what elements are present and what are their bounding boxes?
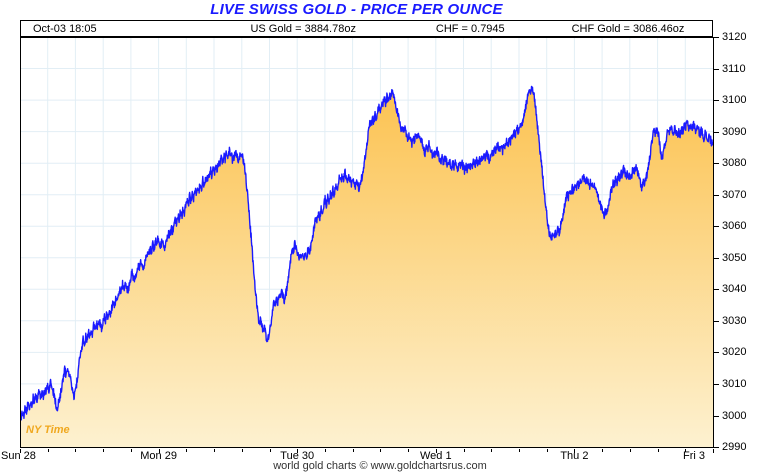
header-info-strip: Oct-03 18:05 US Gold = 3884.78oz CHF = 0… bbox=[20, 20, 713, 37]
y-axis-label: 3090 bbox=[722, 125, 747, 138]
x-axis-minor-tick bbox=[324, 449, 326, 452]
x-axis-minor-tick bbox=[657, 449, 659, 452]
plot-border-left bbox=[20, 37, 21, 448]
y-axis-tick bbox=[714, 257, 719, 259]
y-axis-labels: 3120 3110 3100 3090 3080 3070 3060 3050 3040 3030… bbox=[714, 31, 760, 453]
y-axis-tick bbox=[714, 37, 719, 38]
y-axis-tick bbox=[714, 415, 719, 417]
price-area-chart bbox=[20, 37, 713, 447]
header-us-gold: US Gold = 3884.78oz bbox=[250, 22, 356, 35]
x-axis-minor-tick bbox=[214, 449, 215, 452]
x-axis-minor-tick bbox=[186, 449, 188, 452]
x-axis-minor-tick bbox=[685, 449, 687, 452]
y-axis-tick bbox=[714, 226, 719, 228]
x-axis-minor-tick bbox=[491, 449, 493, 452]
page-title: LIVE SWISS GOLD - PRICE PER OUNCE bbox=[210, 1, 503, 18]
x-axis-label: Sun 28 bbox=[1, 450, 36, 462]
y-axis-label: 3110 bbox=[722, 62, 746, 75]
x-axis-minor-tick bbox=[463, 449, 465, 452]
x-axis-minor-tick bbox=[47, 449, 49, 452]
x-axis-labels: Sun 28 Mon 29 Tue 30 Wed 1 Thu 2 Fri 3 bbox=[0, 449, 760, 465]
x-axis-minor-tick bbox=[546, 449, 548, 452]
y-axis-tick bbox=[714, 352, 719, 354]
x-axis-tick bbox=[20, 449, 21, 453]
x-axis-minor-tick bbox=[103, 449, 105, 452]
x-axis-label: Tue 30 bbox=[280, 450, 315, 462]
x-axis-tick bbox=[574, 449, 576, 453]
header-chf-gold: CHF Gold = 3086.46oz bbox=[571, 22, 685, 35]
y-axis-label: 2990 bbox=[722, 441, 747, 453]
y-axis-label: 3050 bbox=[722, 251, 747, 264]
plot-border-top bbox=[20, 37, 714, 38]
x-axis-minor-tick bbox=[380, 449, 382, 452]
y-axis-label: 3010 bbox=[722, 377, 747, 390]
y-axis-label: 3100 bbox=[722, 94, 747, 107]
x-axis-label: Thu 2 bbox=[560, 450, 589, 462]
x-axis-tick bbox=[158, 449, 160, 453]
y-axis-label: 3080 bbox=[722, 157, 747, 170]
x-axis-label: Wed 1 bbox=[420, 450, 452, 462]
y-axis-label: 3060 bbox=[722, 220, 747, 233]
y-axis-tick bbox=[714, 320, 719, 322]
x-axis-minor-tick bbox=[352, 449, 354, 452]
x-axis-label: Fri 3 bbox=[683, 450, 705, 462]
x-axis-minor-tick bbox=[408, 449, 410, 452]
x-axis-label: Mon 29 bbox=[140, 450, 177, 462]
x-axis-minor-tick bbox=[130, 449, 132, 452]
x-axis-minor-tick bbox=[602, 449, 604, 452]
y-axis-tick bbox=[714, 383, 719, 385]
y-axis-tick bbox=[714, 194, 719, 196]
y-axis-tick bbox=[714, 68, 719, 70]
y-axis-label: 3120 bbox=[722, 31, 747, 43]
plot-border-bottom bbox=[20, 447, 714, 448]
y-axis-tick bbox=[714, 163, 719, 165]
plot-area bbox=[20, 37, 713, 447]
x-axis-minor-tick bbox=[269, 449, 271, 452]
y-axis-label: 3030 bbox=[722, 314, 747, 327]
y-axis-tick bbox=[714, 131, 719, 133]
x-axis-tick bbox=[435, 449, 437, 453]
y-axis-tick bbox=[714, 447, 719, 448]
x-axis-minor-tick bbox=[75, 449, 77, 452]
price-line bbox=[20, 85, 713, 421]
plot-border-right bbox=[713, 37, 714, 448]
y-axis-tick bbox=[714, 289, 719, 291]
x-axis-minor-tick bbox=[629, 449, 631, 452]
x-axis-minor-tick bbox=[241, 449, 243, 452]
y-axis-label: 3020 bbox=[722, 346, 747, 359]
header-chf-rate: CHF = 0.7945 bbox=[435, 22, 505, 35]
y-axis-label: 3000 bbox=[722, 409, 747, 422]
x-axis-tick bbox=[713, 449, 714, 453]
x-axis-minor-tick bbox=[519, 449, 520, 452]
footer-credit: world gold charts © www.goldchartsrus.co… bbox=[273, 460, 487, 472]
y-axis-label: 3070 bbox=[722, 188, 747, 201]
x-axis-tick bbox=[297, 449, 299, 453]
y-axis-label: 3040 bbox=[722, 283, 747, 296]
ny-time-watermark: NY Time bbox=[26, 424, 70, 436]
y-axis-tick bbox=[714, 100, 719, 102]
price-area-fill bbox=[20, 86, 713, 447]
header-timestamp: Oct-03 18:05 bbox=[33, 22, 97, 35]
